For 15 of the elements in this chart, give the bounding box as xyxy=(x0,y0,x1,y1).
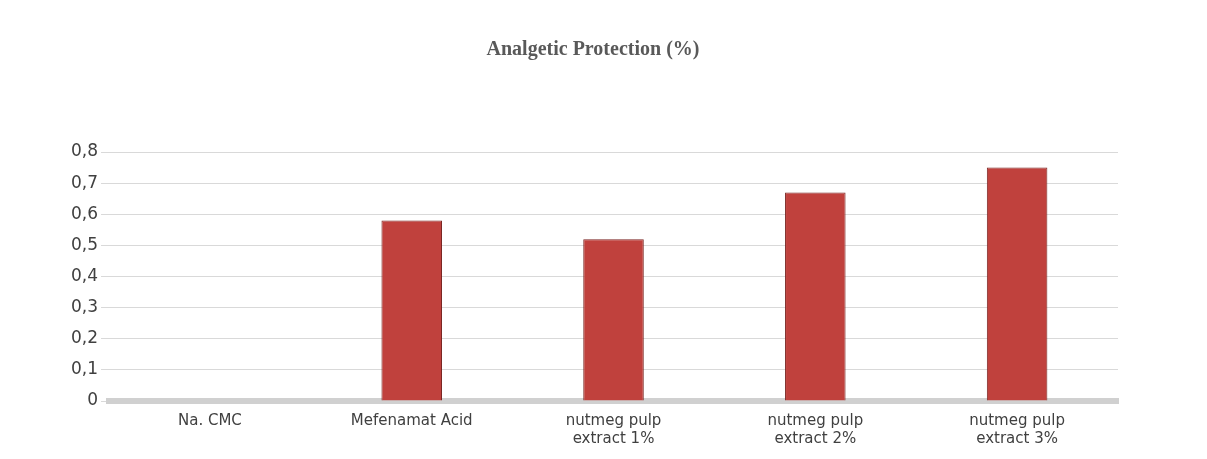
x-tick-label: Mefenamat Acid xyxy=(350,410,473,429)
x-tick-label: nutmeg pulp extract 2% xyxy=(767,410,864,447)
y-tick-label: 0,3 xyxy=(70,296,99,317)
y-tick-label: 0,5 xyxy=(70,233,99,254)
chart-title: Analgetic Protection (%) xyxy=(486,37,700,61)
y-tick-label: 0,8 xyxy=(70,140,99,161)
y-tick-label: 0,4 xyxy=(70,264,99,285)
y-tick-label: 0 xyxy=(87,389,99,410)
y-tick-label: 0,7 xyxy=(70,171,99,192)
x-tick-label: nutmeg pulp extract 1% xyxy=(565,410,662,447)
x-tick-label: nutmeg pulp extract 3% xyxy=(969,410,1065,447)
x-tick-label: Na. CMC xyxy=(178,410,242,429)
y-tick-label: 0,6 xyxy=(70,202,99,223)
y-tick-label: 0,1 xyxy=(70,358,99,379)
y-tick-label: 0,2 xyxy=(70,327,99,348)
